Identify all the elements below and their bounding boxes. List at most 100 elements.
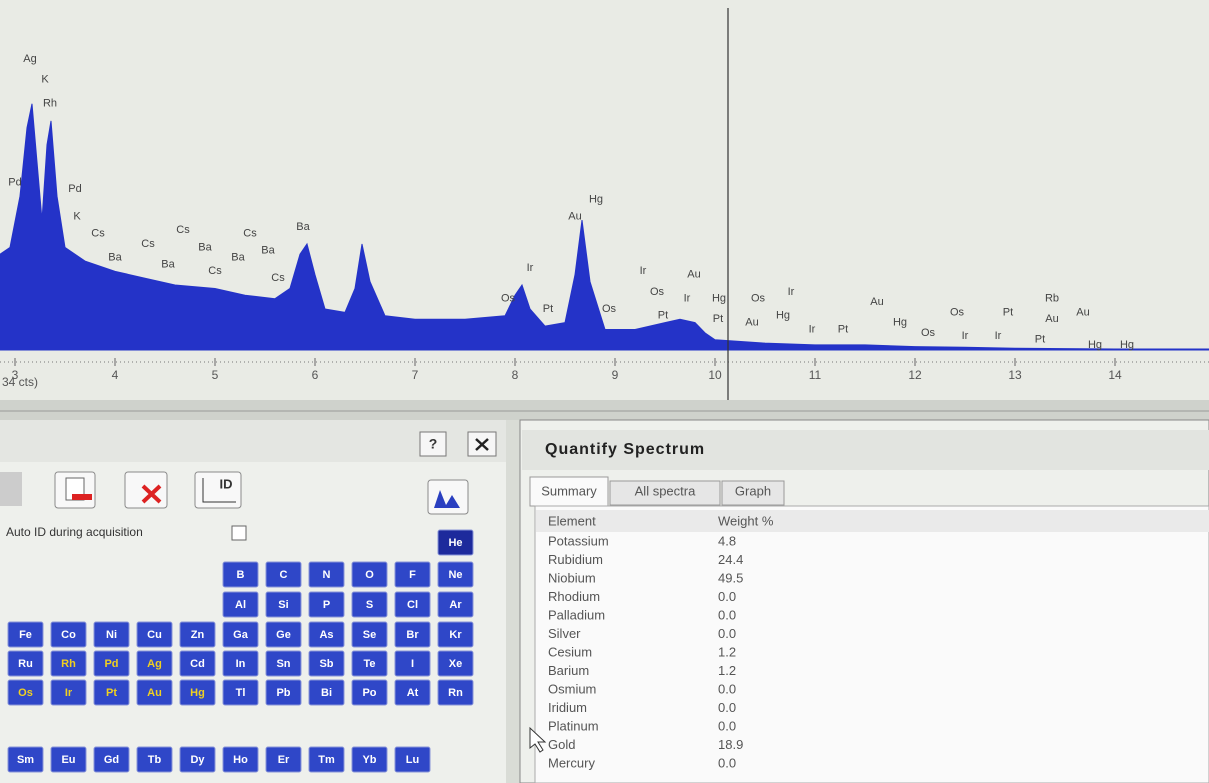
tab-label: All spectra	[635, 483, 696, 498]
element-button[interactable]: Pt	[94, 680, 129, 705]
element-button[interactable]: Ga	[223, 622, 258, 647]
help-button-label: ?	[429, 436, 438, 452]
element-button[interactable]: Gd	[94, 747, 129, 772]
element-button[interactable]: Ni	[94, 622, 129, 647]
element-button[interactable]: Br	[395, 622, 430, 647]
element-button[interactable]: Ge	[266, 622, 301, 647]
element-symbol: Ne	[448, 569, 462, 581]
peak-label: Os	[921, 327, 936, 339]
element-button[interactable]: Dy	[180, 747, 215, 772]
peak-label: Pd	[8, 176, 21, 188]
element-button[interactable]: N	[309, 562, 344, 587]
peak-label: Os	[751, 293, 766, 305]
element-symbol: Tb	[148, 754, 162, 766]
element-button[interactable]: Te	[352, 651, 387, 676]
element-button[interactable]: Bi	[309, 680, 344, 705]
element-symbol: C	[280, 569, 288, 581]
element-button[interactable]: As	[309, 622, 344, 647]
element-symbol: Pd	[104, 658, 118, 670]
peak-label: Hg	[893, 317, 907, 329]
element-symbol: Gd	[104, 754, 119, 766]
element-button[interactable]: C	[266, 562, 301, 587]
element-symbol: Os	[18, 687, 33, 699]
tool-spectrum[interactable]	[428, 480, 468, 514]
element-button[interactable]: S	[352, 592, 387, 617]
element-symbol: B	[237, 569, 245, 581]
element-button[interactable]: Pd	[94, 651, 129, 676]
element-button[interactable]: Si	[266, 592, 301, 617]
tool-auto-id-label: ID	[220, 476, 233, 491]
element-button[interactable]: Xe	[438, 651, 473, 676]
element-button[interactable]: Ag	[137, 651, 172, 676]
element-symbol: Tl	[236, 687, 246, 699]
element-button[interactable]: Fe	[8, 622, 43, 647]
element-button[interactable]: Os	[8, 680, 43, 705]
element-button[interactable]: Cl	[395, 592, 430, 617]
element-button[interactable]: Sb	[309, 651, 344, 676]
element-button[interactable]: Tb	[137, 747, 172, 772]
tab-label: Graph	[735, 483, 771, 498]
element-button[interactable]: Eu	[51, 747, 86, 772]
element-button[interactable]: O	[352, 562, 387, 587]
element-symbol: P	[323, 599, 330, 611]
element-button[interactable]: Tl	[223, 680, 258, 705]
peak-label: K	[73, 211, 81, 223]
element-button[interactable]: Ho	[223, 747, 258, 772]
peak-label: Pt	[838, 323, 848, 335]
element-button[interactable]: Ar	[438, 592, 473, 617]
element-button[interactable]: Sm	[8, 747, 43, 772]
element-symbol: Cd	[190, 658, 205, 670]
element-button[interactable]: In	[223, 651, 258, 676]
element-button[interactable]: F	[395, 562, 430, 587]
element-button[interactable]: Ru	[8, 651, 43, 676]
element-button[interactable]: Zn	[180, 622, 215, 647]
element-button[interactable]: Pb	[266, 680, 301, 705]
element-button[interactable]: Er	[266, 747, 301, 772]
element-button[interactable]: Tm	[309, 747, 344, 772]
element-button[interactable]: Al	[223, 592, 258, 617]
weight-value: 0.0	[718, 681, 736, 696]
peak-label: Pt	[543, 303, 553, 315]
auto-id-checkbox[interactable]	[232, 526, 246, 540]
element-button[interactable]: Co	[51, 622, 86, 647]
element-symbol: Xe	[449, 658, 462, 670]
element-symbol: Pb	[276, 687, 290, 699]
element-button[interactable]: Kr	[438, 622, 473, 647]
element-button[interactable]: He	[438, 530, 473, 555]
element-button[interactable]: Yb	[352, 747, 387, 772]
element-button[interactable]: Cd	[180, 651, 215, 676]
peak-label: Pt	[658, 310, 668, 322]
peak-label: Os	[950, 306, 965, 318]
peak-label: Au	[568, 211, 581, 223]
element-name: Gold	[548, 737, 575, 752]
element-symbol: Ga	[233, 629, 249, 641]
tool-add[interactable]	[0, 472, 22, 506]
element-button[interactable]: Rn	[438, 680, 473, 705]
element-button[interactable]: Lu	[395, 747, 430, 772]
weight-value: 0.0	[718, 589, 736, 604]
element-button[interactable]: At	[395, 680, 430, 705]
element-button[interactable]: Rh	[51, 651, 86, 676]
element-button[interactable]: Au	[137, 680, 172, 705]
peak-label: Ir	[788, 286, 795, 298]
element-button[interactable]: I	[395, 651, 430, 676]
peak-label: Pt	[1003, 306, 1013, 318]
element-button[interactable]: Ir	[51, 680, 86, 705]
element-button[interactable]: Ne	[438, 562, 473, 587]
tool-auto-id[interactable]	[195, 472, 241, 508]
peak-label: Ba	[198, 241, 212, 253]
element-name: Niobium	[548, 570, 596, 585]
element-name: Osmium	[548, 681, 596, 696]
element-button[interactable]: Sn	[266, 651, 301, 676]
element-symbol: Se	[363, 629, 376, 641]
peak-label: Hg	[1088, 339, 1102, 351]
peak-label: Rh	[43, 98, 57, 110]
element-button[interactable]: P	[309, 592, 344, 617]
element-symbol: Ru	[18, 658, 33, 670]
element-button[interactable]: Hg	[180, 680, 215, 705]
element-button[interactable]: Se	[352, 622, 387, 647]
element-button[interactable]: Cu	[137, 622, 172, 647]
element-name: Platinum	[548, 718, 599, 733]
element-button[interactable]: Po	[352, 680, 387, 705]
element-button[interactable]: B	[223, 562, 258, 587]
